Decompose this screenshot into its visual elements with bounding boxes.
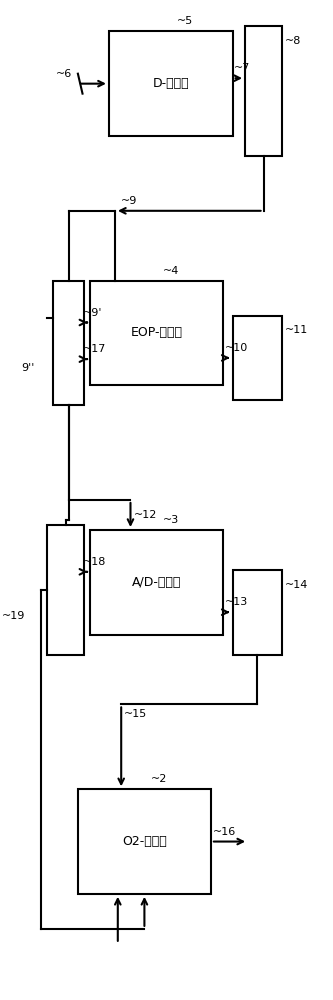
Text: ~2: ~2 xyxy=(151,774,167,784)
FancyBboxPatch shape xyxy=(245,26,282,156)
Text: A/D-洗涤器: A/D-洗涤器 xyxy=(132,576,181,589)
Text: O2-洗涤器: O2-洗涤器 xyxy=(122,835,167,848)
FancyBboxPatch shape xyxy=(47,525,84,655)
Text: ~5: ~5 xyxy=(177,16,193,26)
Text: D-洗涤器: D-洗涤器 xyxy=(153,77,189,90)
Text: ~9: ~9 xyxy=(121,196,138,206)
Text: ~3: ~3 xyxy=(163,515,179,525)
Text: ~9': ~9' xyxy=(83,308,102,318)
Text: ~14: ~14 xyxy=(285,580,309,590)
FancyBboxPatch shape xyxy=(232,570,282,655)
Text: ~17: ~17 xyxy=(83,344,106,354)
FancyBboxPatch shape xyxy=(90,530,223,635)
Text: ~13: ~13 xyxy=(225,597,248,607)
Text: ~12: ~12 xyxy=(134,510,157,520)
FancyBboxPatch shape xyxy=(78,789,211,894)
Text: ~4: ~4 xyxy=(163,266,179,276)
FancyBboxPatch shape xyxy=(90,281,223,385)
Text: ~11: ~11 xyxy=(285,325,308,335)
Text: ~7: ~7 xyxy=(234,63,250,73)
Text: ~15: ~15 xyxy=(124,709,148,719)
FancyBboxPatch shape xyxy=(109,31,232,136)
Text: ~16: ~16 xyxy=(212,827,236,837)
Text: EOP-洗涤器: EOP-洗涤器 xyxy=(131,326,183,339)
Text: ~10: ~10 xyxy=(225,343,248,353)
FancyBboxPatch shape xyxy=(53,281,84,405)
Text: ~18: ~18 xyxy=(83,557,106,567)
Text: 9'': 9'' xyxy=(21,363,35,373)
Text: ~8: ~8 xyxy=(285,36,302,46)
FancyBboxPatch shape xyxy=(232,316,282,400)
Text: ~19: ~19 xyxy=(2,611,25,621)
Text: ~6: ~6 xyxy=(55,69,72,79)
